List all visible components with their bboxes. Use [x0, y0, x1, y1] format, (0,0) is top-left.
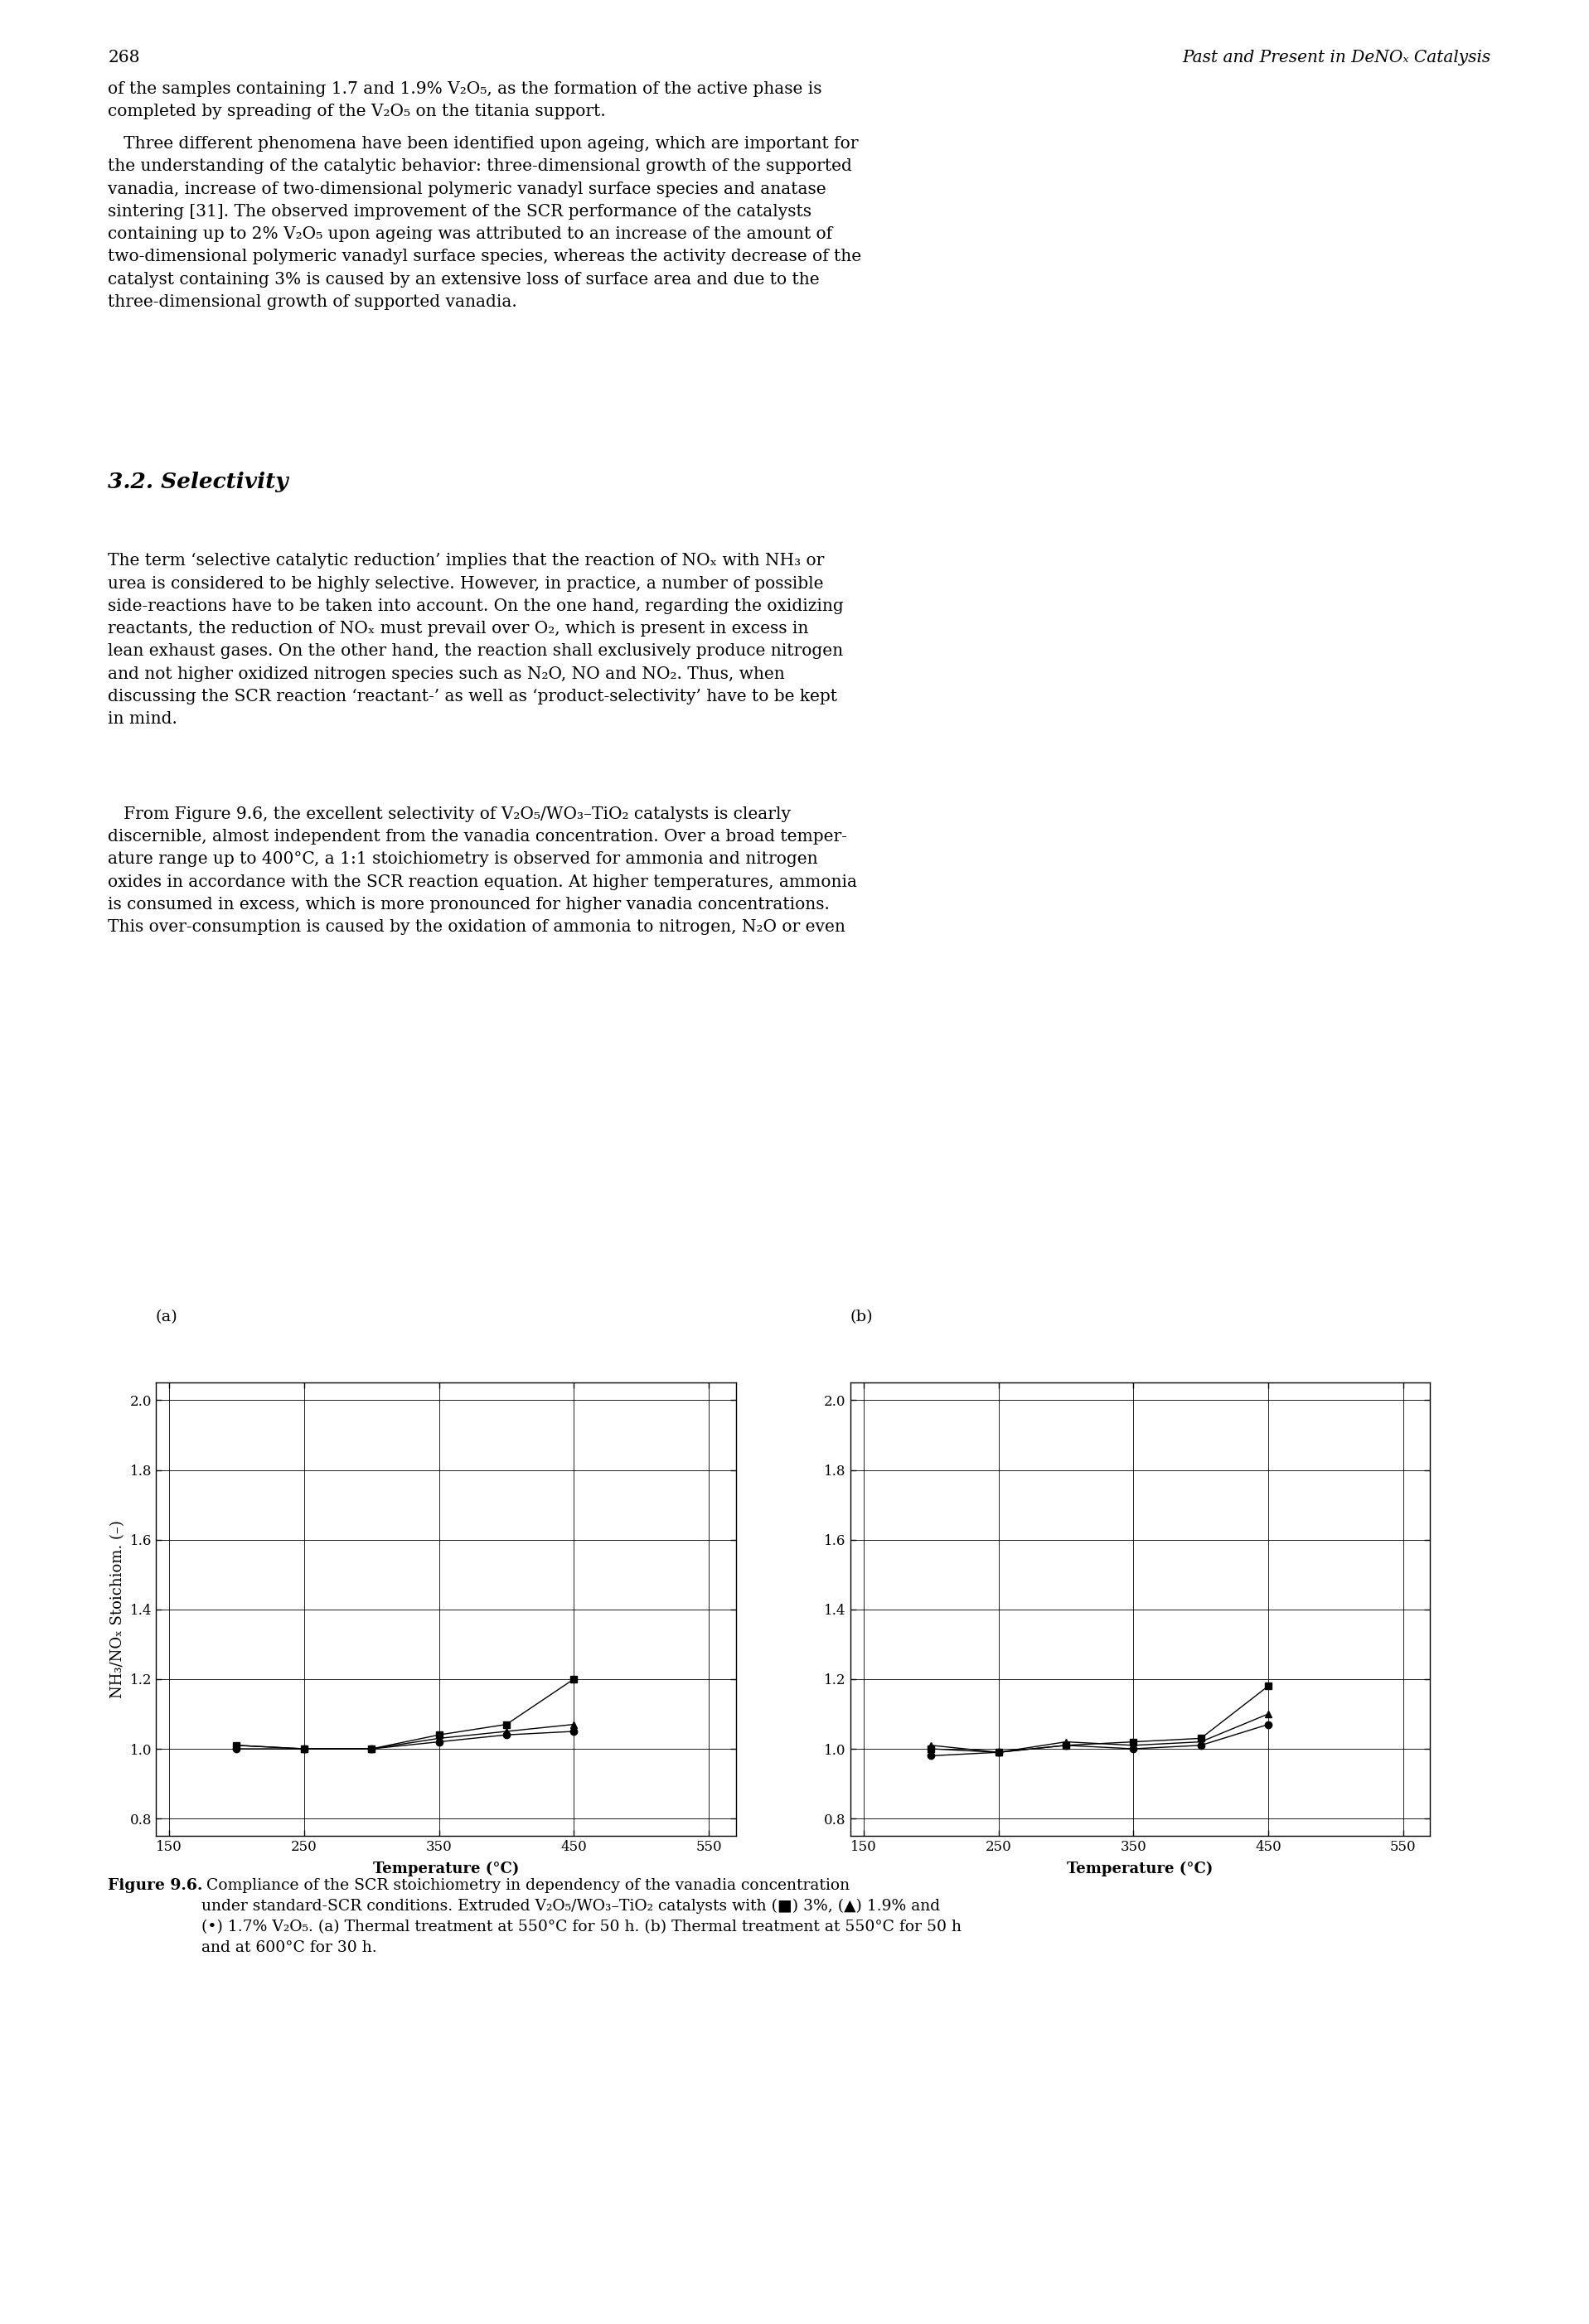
- Text: Three different phenomena have been identified upon ageing, which are important : Three different phenomena have been iden…: [108, 135, 861, 309]
- Text: Figure 9.6.: Figure 9.6.: [108, 1878, 203, 1892]
- Text: Compliance of the SCR stoichiometry in dependency of the vanadia concentration
u: Compliance of the SCR stoichiometry in d…: [202, 1878, 961, 1954]
- Text: (a): (a): [156, 1311, 178, 1325]
- Text: of the samples containing 1.7 and 1.9% V₂O₅, as the formation of the active phas: of the samples containing 1.7 and 1.9% V…: [108, 81, 822, 119]
- Text: From Figure 9.6, the excellent selectivity of V₂O₅/WO₃–TiO₂ catalysts is clearly: From Figure 9.6, the excellent selectivi…: [108, 806, 858, 934]
- Text: 3.2. Selectivity: 3.2. Selectivity: [108, 472, 289, 493]
- Y-axis label: NH₃/NOₓ Stoichiom. (–): NH₃/NOₓ Stoichiom. (–): [110, 1520, 126, 1699]
- Text: Past and Present in DeNOₓ Catalysis: Past and Present in DeNOₓ Catalysis: [1182, 49, 1490, 65]
- Text: (b): (b): [850, 1311, 872, 1325]
- Text: The term ‘selective catalytic reduction’ implies that the reaction of NOₓ with N: The term ‘selective catalytic reduction’…: [108, 553, 844, 727]
- Text: 268: 268: [108, 49, 140, 65]
- X-axis label: Temperature (°C): Temperature (°C): [372, 1862, 520, 1875]
- X-axis label: Temperature (°C): Temperature (°C): [1066, 1862, 1214, 1875]
